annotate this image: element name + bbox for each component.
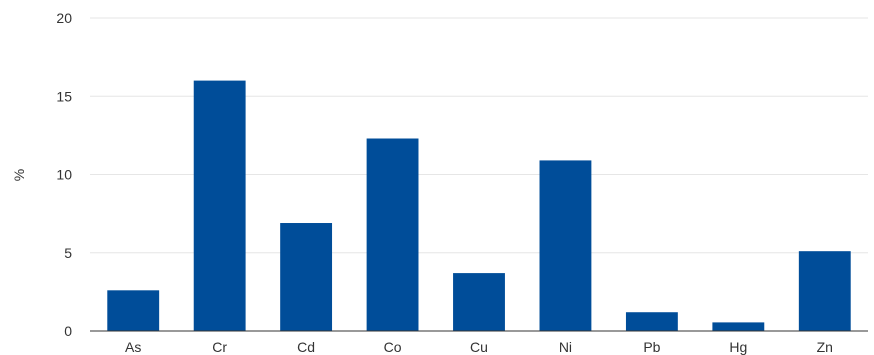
x-tick-label: Cr — [212, 339, 227, 355]
x-tick-label: Hg — [729, 339, 747, 355]
y-tick-label: 10 — [56, 167, 72, 183]
bar-ni — [539, 160, 592, 331]
x-tick-label: Zn — [817, 339, 833, 355]
x-tick-label: Cu — [470, 339, 488, 355]
y-tick-label: 20 — [56, 10, 72, 26]
bar-zn — [798, 251, 851, 331]
bar-co — [366, 138, 419, 331]
x-tick-label: Cd — [297, 339, 315, 355]
bar-hg — [712, 322, 765, 331]
y-axis-ticks: 0 5 10 15 20 — [56, 10, 72, 339]
x-axis-ticks: As Cr Cd Co Cu Ni Pb Hg Zn — [125, 339, 833, 355]
y-tick-label: 5 — [64, 245, 72, 261]
y-tick-label: 0 — [64, 323, 72, 339]
bar-cr — [193, 80, 246, 331]
bars — [107, 80, 851, 331]
bar-pb — [625, 312, 678, 331]
bar-cu — [453, 273, 505, 331]
bar-as — [107, 290, 160, 331]
x-tick-label: As — [125, 339, 141, 355]
x-tick-label: Pb — [643, 339, 660, 355]
x-tick-label: Ni — [559, 339, 572, 355]
y-tick-label: 15 — [56, 88, 72, 104]
bar-cd — [280, 223, 333, 331]
x-tick-label: Co — [384, 339, 402, 355]
y-axis-title: % — [11, 169, 27, 181]
